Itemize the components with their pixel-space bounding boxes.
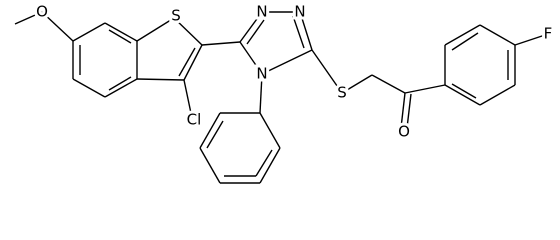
molecule: O S Cl N N N S O F bbox=[14, 0, 555, 184]
atom-label: N bbox=[256, 3, 267, 21]
atom-label: O bbox=[398, 123, 410, 141]
bonds bbox=[14, 11, 546, 184]
atom-label: O bbox=[36, 3, 48, 21]
atom-label: Cl bbox=[187, 111, 202, 129]
atom-label: S bbox=[337, 84, 347, 102]
atom-labels: O S Cl N N N S O F bbox=[33, 0, 555, 144]
atom-label: N bbox=[294, 3, 305, 21]
atom-label: F bbox=[544, 25, 553, 43]
atom-label: S bbox=[171, 7, 181, 25]
atom-label: N bbox=[256, 65, 267, 83]
